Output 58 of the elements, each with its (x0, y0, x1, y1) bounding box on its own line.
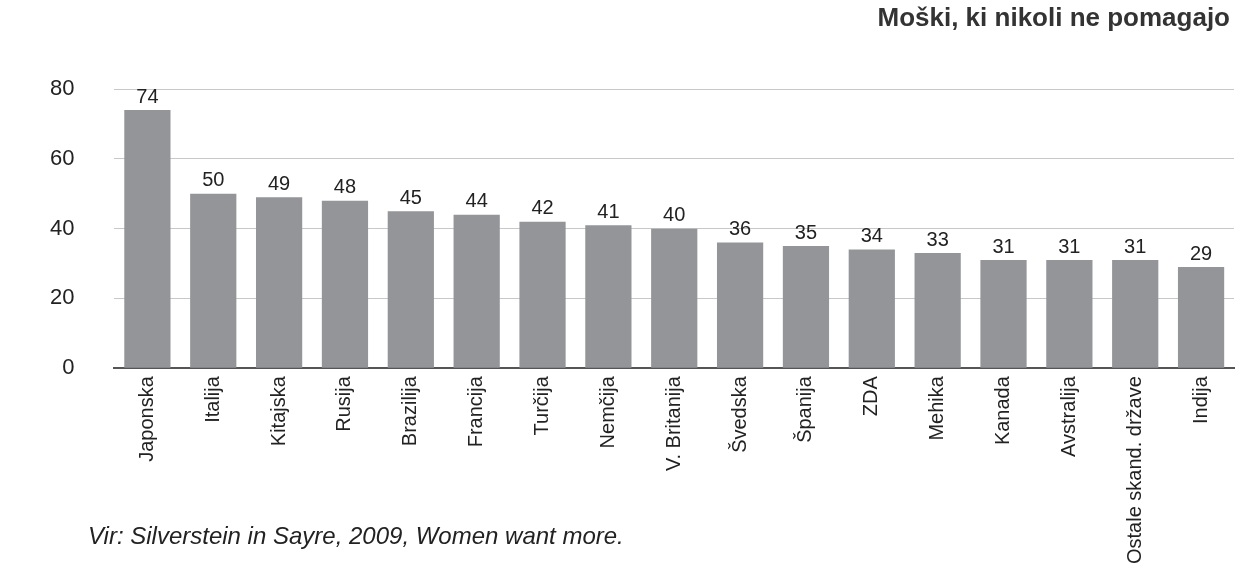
x-tick-label: Mehika (925, 375, 948, 441)
data-label: 74 (136, 84, 159, 107)
data-label: 44 (465, 189, 488, 212)
data-label: 50 (202, 168, 225, 191)
bar (321, 200, 369, 368)
x-tick-label: Rusija (332, 375, 355, 432)
data-label: 31 (1124, 234, 1147, 257)
bar (255, 197, 303, 368)
x-tick-label: Kanada (991, 375, 1014, 446)
data-label: 35 (794, 220, 818, 243)
x-tick-label: V. Britanija (661, 375, 684, 471)
data-label: 42 (531, 196, 554, 219)
bar (782, 246, 830, 368)
x-tick-label: Brazilija (398, 375, 421, 447)
y-tick-label: 20 (49, 284, 75, 310)
y-tick-label: 60 (49, 144, 75, 170)
x-tick-label: Italija (200, 375, 223, 423)
bar (519, 221, 566, 368)
x-tick-label: Avstralija (1056, 375, 1079, 457)
bar (914, 253, 961, 368)
y-tick-label: 0 (62, 354, 75, 380)
data-label: 34 (860, 224, 883, 247)
data-label: 40 (663, 203, 686, 226)
chart-title: Moški, ki nikoli ne pomagajo (877, 2, 1230, 33)
bar (387, 211, 434, 368)
bar (848, 249, 895, 368)
x-tick-label: ZDA (859, 375, 882, 417)
x-tick-label: Španija (793, 375, 816, 443)
x-tick-label: Francija (464, 375, 487, 448)
data-label: 33 (926, 227, 949, 250)
data-label: 36 (728, 217, 752, 240)
data-label: 49 (267, 171, 291, 194)
data-label: 31 (992, 234, 1015, 257)
x-tick-label: Nemčija (595, 375, 618, 449)
bar (651, 228, 698, 368)
bar (585, 225, 632, 368)
bar (190, 193, 237, 368)
bar (124, 110, 171, 368)
bar (1112, 260, 1159, 368)
y-tick-label: 80 (49, 75, 75, 101)
x-tick-label: Kitajska (266, 375, 289, 447)
data-label: 41 (597, 199, 620, 222)
bar (716, 242, 764, 368)
bar (980, 260, 1027, 368)
x-tick-label: Švedska (727, 375, 750, 453)
data-label: 29 (1189, 241, 1213, 264)
data-label: 48 (333, 175, 357, 198)
x-tick-label: Indija (1188, 375, 1211, 424)
bar (453, 214, 500, 368)
data-label: 31 (1058, 234, 1081, 257)
x-tick-label: Turčija (530, 375, 553, 436)
data-label: 45 (399, 185, 422, 208)
x-tick-label: Ostale skand. države (1122, 376, 1145, 564)
bar (1046, 260, 1093, 368)
text: Vir: Silverstein in Sayre, 2009, Women want more. (88, 522, 624, 550)
bar (1177, 267, 1225, 368)
y-tick-label: 40 (49, 214, 75, 240)
x-tick-label: Japonska (134, 375, 157, 462)
